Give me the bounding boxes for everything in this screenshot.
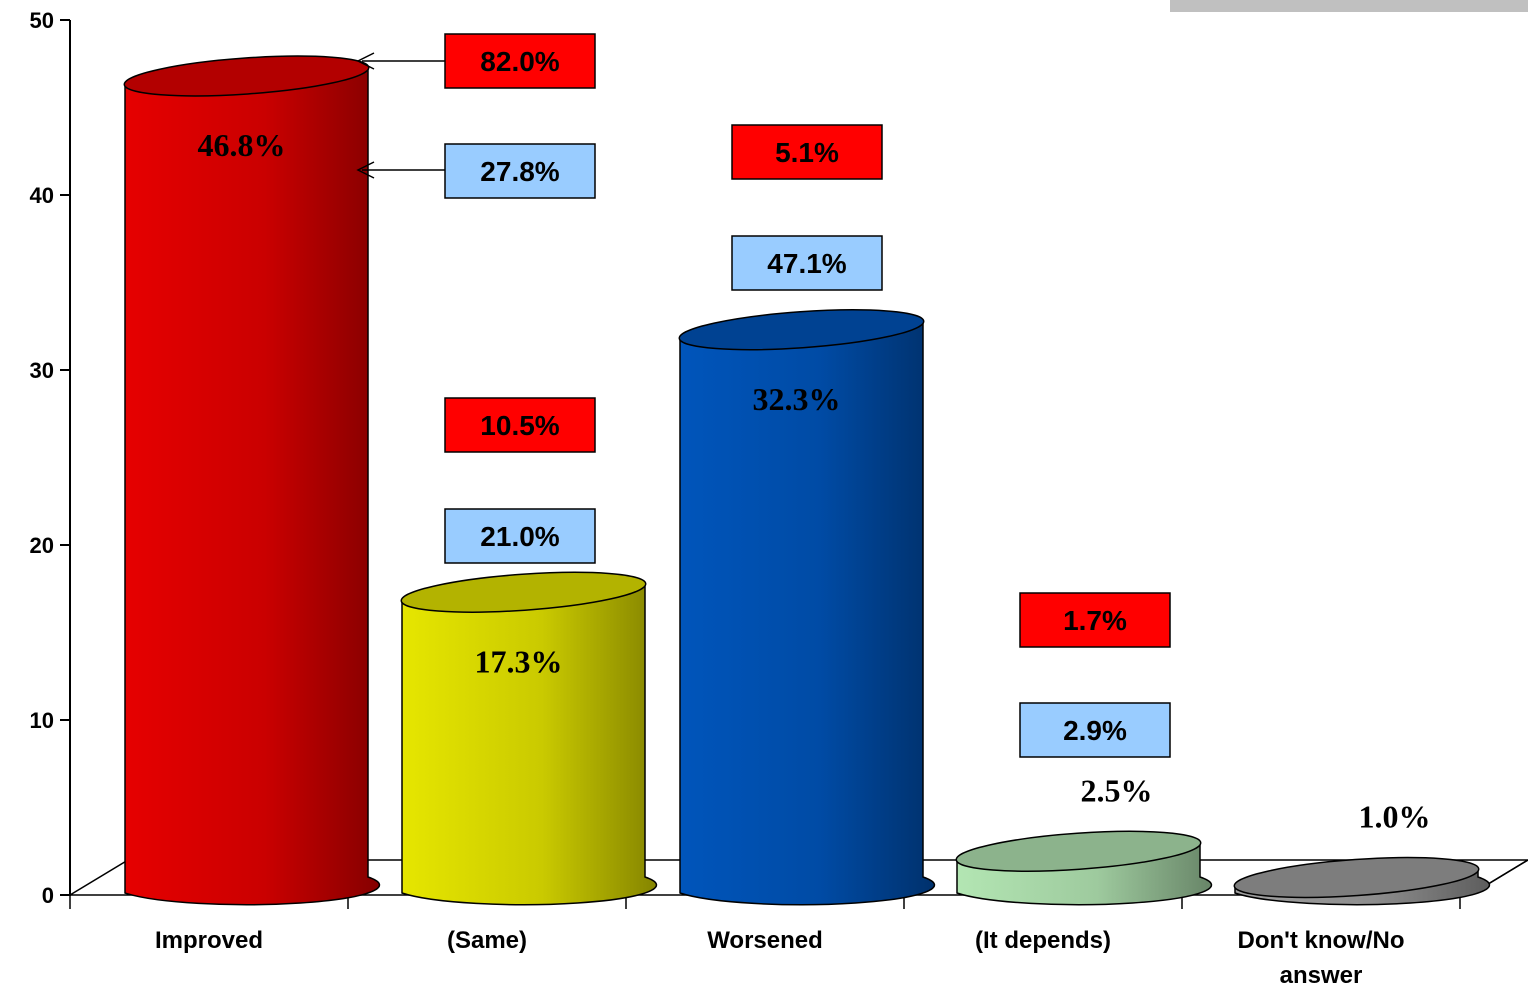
bar-(Same) bbox=[400, 571, 658, 906]
bar-top bbox=[400, 571, 647, 613]
value-label: 46.8% bbox=[198, 127, 286, 163]
bar-Improved bbox=[123, 55, 381, 906]
bars: 46.8% 17.3% 32.3% 2.5% 1.0% bbox=[123, 55, 1491, 906]
value-label: 1.0% bbox=[1359, 799, 1431, 835]
compare-box-blue bbox=[444, 143, 596, 199]
y-tick-label: 40 bbox=[30, 183, 54, 208]
compare-box-red-label: 82.0% bbox=[480, 46, 559, 77]
x-tick-label: (It depends) bbox=[975, 927, 1111, 954]
bar-body bbox=[679, 320, 936, 906]
comparison-boxes: 82.0% 27.8% 10.5% 21.0% 5.1% 47.1% 1.7% 2.9% bbox=[356, 33, 1171, 758]
bar-Don't know/No answer bbox=[1233, 856, 1491, 906]
compare-box-red bbox=[1019, 592, 1171, 648]
value-label: 17.3% bbox=[475, 643, 563, 679]
compare-box-red bbox=[444, 397, 596, 453]
compare-box-blue-label: 21.0% bbox=[480, 521, 559, 552]
compare-box-blue-label: 27.8% bbox=[480, 156, 559, 187]
arrow-head bbox=[356, 52, 375, 70]
bar-(It depends) bbox=[955, 830, 1213, 906]
bar-top bbox=[1233, 856, 1480, 899]
y-tick-label: 30 bbox=[30, 358, 54, 383]
compare-box-blue bbox=[444, 508, 596, 564]
axes: 0 10 20 30 40 50 Improved (Same) Worsened (It dep… bbox=[30, 8, 1528, 989]
bar-Worsened bbox=[678, 309, 936, 906]
compare-box-blue-label: 47.1% bbox=[767, 248, 846, 279]
compare-box-red-label: 10.5% bbox=[480, 410, 559, 441]
x-tick-label: Worsened bbox=[707, 927, 823, 954]
compare-box-blue bbox=[731, 235, 883, 291]
value-label: 32.3% bbox=[753, 381, 841, 417]
compare-box-red-label: 1.7% bbox=[1063, 605, 1127, 636]
x-tick-label: Improved bbox=[155, 927, 263, 954]
y-tick-label: 0 bbox=[42, 883, 54, 908]
y-tick-label: 50 bbox=[30, 8, 54, 33]
value-label: 2.5% bbox=[1081, 772, 1153, 808]
bar-top bbox=[955, 830, 1202, 872]
y-tick-label: 10 bbox=[30, 708, 54, 733]
y-tick-label: 20 bbox=[30, 533, 54, 558]
compare-box-red-label: 5.1% bbox=[775, 137, 839, 168]
x-tick-label: answer bbox=[1280, 962, 1363, 989]
arrow-head bbox=[356, 161, 375, 179]
bar-top bbox=[123, 55, 370, 97]
bar-top bbox=[678, 309, 925, 351]
compare-box-blue bbox=[1019, 702, 1171, 758]
x-tick-label: (Same) bbox=[447, 927, 527, 954]
compare-box-blue-label: 2.9% bbox=[1063, 715, 1127, 746]
compare-box-red bbox=[731, 124, 883, 180]
corner-gray-bar bbox=[1170, 0, 1528, 12]
bar-body bbox=[401, 583, 658, 906]
bar-body bbox=[124, 67, 381, 906]
x-tick-label: Don't know/No bbox=[1237, 927, 1404, 954]
